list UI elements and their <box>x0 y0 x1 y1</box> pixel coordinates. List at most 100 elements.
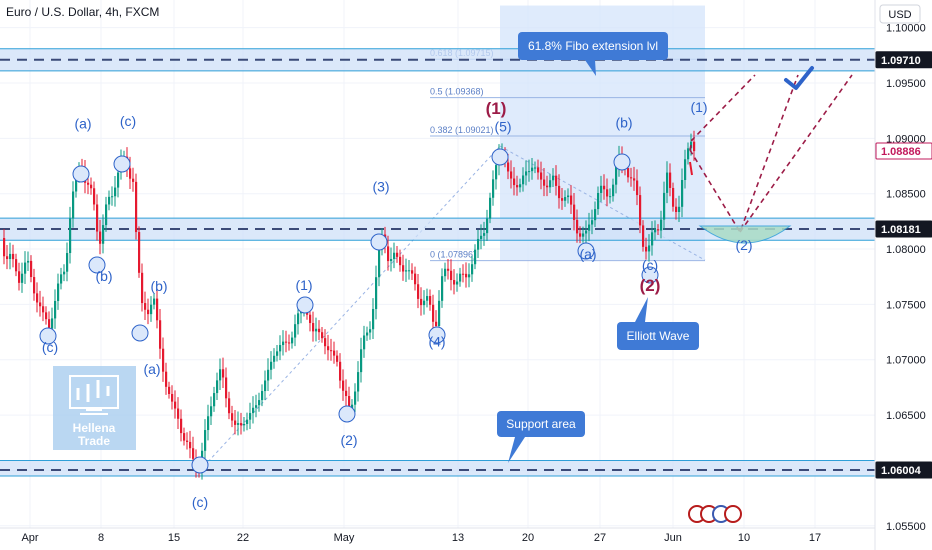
candle-body <box>345 390 348 397</box>
candle-body <box>651 232 654 246</box>
candle-body <box>444 268 447 277</box>
candle-body <box>87 182 90 185</box>
candle-body <box>549 180 552 188</box>
candle-body <box>657 229 660 231</box>
candle-body <box>519 184 522 188</box>
candle-body <box>678 206 681 212</box>
candle-body <box>465 273 468 278</box>
candles <box>3 130 696 480</box>
x-tick-label: 22 <box>237 532 249 544</box>
y-tick-label: 1.09500 <box>886 78 926 90</box>
currency-button[interactable]: USD <box>879 4 921 24</box>
candle-body <box>510 171 513 179</box>
callout-box <box>518 32 668 60</box>
wave-label: (1) <box>690 99 707 115</box>
candle-body <box>39 302 42 307</box>
candle-body <box>639 195 642 226</box>
candle-body <box>480 235 483 239</box>
wave-marks: (a) (c)(b)(c)(b)(a)(c)(1)(2)(3)(4)(5)(1)(… <box>39 99 753 510</box>
callout-text: 61.8% Fibo extension lvl <box>528 39 658 53</box>
candle-body <box>213 393 216 407</box>
candle-body <box>21 273 24 283</box>
candle-body <box>393 252 396 260</box>
candle-body <box>576 219 579 234</box>
candle-body <box>318 328 321 333</box>
candle-body <box>669 172 672 188</box>
flag-icons[interactable] <box>688 505 742 523</box>
candle-body <box>456 281 459 285</box>
candle-body <box>231 413 234 421</box>
candle-body <box>423 300 426 306</box>
candle-body <box>333 350 336 356</box>
x-axis: Apr 8 15 22 May 13 20 27 Jun 10 17 <box>0 527 875 544</box>
wave-marker-circle <box>72 165 90 183</box>
candle-body <box>339 361 342 381</box>
candle-body <box>252 407 255 414</box>
candle-body <box>117 172 120 188</box>
candle-body <box>261 391 264 401</box>
candle-body <box>60 274 63 284</box>
y-tick-label: 1.09000 <box>886 133 926 145</box>
wave-marker-circle <box>428 326 446 344</box>
candle-body <box>144 303 147 310</box>
candle-body <box>390 259 393 262</box>
wave-label: (b) <box>150 278 167 294</box>
candle-body <box>522 175 525 185</box>
candle-body <box>462 273 465 275</box>
candle-body <box>528 171 531 173</box>
candle-body <box>582 233 585 237</box>
candle-body <box>369 329 372 333</box>
wave-marker-circle <box>113 155 131 173</box>
candle-body <box>630 177 633 179</box>
y-tick-label: 1.08500 <box>886 189 926 201</box>
candle-body <box>447 268 450 271</box>
wave-marker-circle <box>641 266 659 284</box>
candle-body <box>516 185 519 188</box>
wave-label: (c) <box>120 113 136 129</box>
candle-body <box>396 252 399 257</box>
price-tag-label: 1.09710 <box>881 55 921 67</box>
candle-body <box>291 337 294 344</box>
x-tick-label: 8 <box>98 532 104 544</box>
candle-body <box>435 321 438 326</box>
candle-body <box>684 159 687 180</box>
y-axis: 1.10000 1.09500 1.09000 1.08500 1.08000 1.075… <box>874 0 932 550</box>
level-zone <box>0 460 875 476</box>
callout-pointer <box>508 437 525 463</box>
candle-body <box>567 195 570 198</box>
candle-body <box>150 304 153 315</box>
candle-body <box>18 271 21 283</box>
y-tick-label: 1.08000 <box>886 244 926 256</box>
candle-body <box>141 272 144 304</box>
wave-marker-circle <box>296 296 314 314</box>
candle-body <box>591 220 594 225</box>
candle-body <box>336 355 339 362</box>
candle-body <box>654 229 657 233</box>
callout-pointer <box>635 297 648 322</box>
candle-body <box>399 256 402 266</box>
candle-body <box>627 168 630 178</box>
candle-body <box>513 178 516 186</box>
candle-body <box>636 180 639 196</box>
candle-body <box>237 423 240 425</box>
candle-body <box>693 141 696 152</box>
x-tick-label: 10 <box>738 532 750 544</box>
candle-body <box>495 165 498 180</box>
candle-body <box>51 318 54 329</box>
wave-marker-circle <box>88 256 106 274</box>
candle-body <box>387 246 390 262</box>
candle-body <box>543 179 546 186</box>
candle-body <box>171 394 174 402</box>
candle-body <box>132 178 135 182</box>
x-tick-label: May <box>334 532 355 544</box>
candle-body <box>555 175 558 186</box>
candle-body <box>366 332 369 336</box>
wave-label: (a) <box>74 115 91 131</box>
candle-body <box>429 296 432 305</box>
candle-body <box>606 189 609 197</box>
candle-body <box>147 309 150 315</box>
candle-body <box>75 176 78 192</box>
candle-body <box>240 423 243 426</box>
